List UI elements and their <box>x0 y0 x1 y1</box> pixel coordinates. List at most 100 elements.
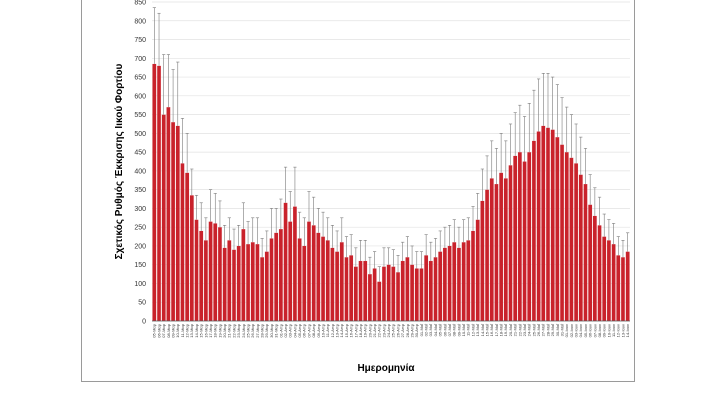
x-tick-label: 19-Μαΐ <box>503 323 508 336</box>
error-bar <box>447 225 452 246</box>
error-bar <box>593 187 597 216</box>
bar <box>456 247 461 322</box>
bar <box>569 157 574 322</box>
error-bar <box>185 133 189 173</box>
bar <box>260 257 265 322</box>
x-tick-label: 24-Μαΐ <box>527 323 532 336</box>
x-tick-label: 08-Απρ <box>311 323 316 337</box>
error-bar <box>405 236 410 258</box>
x-axis-label: Ημερομηνία <box>357 363 415 374</box>
bar <box>583 183 588 322</box>
error-bar <box>223 225 227 248</box>
bar <box>480 200 485 322</box>
bar <box>555 137 560 322</box>
bar <box>297 238 302 322</box>
error-bar <box>462 219 466 243</box>
x-tick-label: 31-Μαρ <box>274 323 279 337</box>
y-tick-label: 100 <box>134 281 146 288</box>
x-tick-label: 18-Μαρ <box>213 323 218 337</box>
x-tick-label: 04-Απρ <box>292 323 297 337</box>
x-tick-label: 26-Απρ <box>395 323 400 337</box>
x-tick-label: 06-Απρ <box>302 323 307 337</box>
x-tick-label: 31-Μαΐ <box>559 323 564 336</box>
x-tick-label: 05-Ιουν <box>583 324 588 337</box>
x-tick-label: 15-Απρ <box>344 323 349 337</box>
x-tick-label: 19-Μαρ <box>217 323 222 337</box>
error-bar <box>626 232 630 252</box>
error-bar <box>452 219 456 243</box>
x-tick-label: 18-Μαΐ <box>499 323 504 336</box>
x-tick-label: 08-Ιουν <box>597 324 602 337</box>
x-tick-label: 17-Μαρ <box>208 323 213 337</box>
x-tick-label: 22-Μαρ <box>231 323 236 337</box>
bar <box>311 225 316 322</box>
x-tick-label: 09-Μαρ <box>170 323 175 337</box>
bar <box>222 247 227 322</box>
bar <box>325 240 330 322</box>
bar <box>536 131 541 322</box>
error-bar <box>415 251 419 269</box>
error-bar <box>583 148 588 185</box>
error-bar <box>237 225 241 246</box>
error-bar <box>372 251 377 269</box>
error-bar <box>499 133 503 173</box>
x-tick-label: 17-Απρ <box>353 323 358 337</box>
x-tick-label: 16-Μαρ <box>203 323 208 337</box>
bar <box>292 206 297 322</box>
bar <box>564 152 569 322</box>
bar <box>611 243 616 322</box>
x-tick-label: 25-Μαρ <box>245 323 250 337</box>
bar <box>531 140 536 322</box>
bar <box>246 243 251 322</box>
bar <box>358 260 363 322</box>
bar <box>283 202 288 322</box>
bar <box>588 204 593 322</box>
x-tick-label: 30-Μαρ <box>269 323 274 337</box>
bar <box>349 255 354 322</box>
x-tick-label: 30-Μαΐ <box>555 323 560 336</box>
error-bar <box>171 69 175 123</box>
error-bar <box>518 104 522 153</box>
bar <box>400 260 405 322</box>
error-bar <box>208 189 213 222</box>
x-tick-label: 10-Μαρ <box>175 323 180 337</box>
y-tick-label: 50 <box>138 300 146 307</box>
x-tick-label: 04-Μαΐ <box>433 323 438 336</box>
bar <box>171 122 176 322</box>
x-tick-label: 12-Απρ <box>330 323 335 337</box>
bar <box>203 240 208 322</box>
bar <box>302 245 307 322</box>
gridlines <box>152 1 630 303</box>
y-tick-label: 200 <box>134 243 146 250</box>
bar <box>264 251 269 322</box>
bar <box>288 221 293 322</box>
error-bar <box>232 228 236 250</box>
error-bar <box>330 225 335 248</box>
error-bar <box>410 245 414 265</box>
x-tick-label: 13-Μαρ <box>189 323 194 337</box>
error-bar <box>265 230 269 252</box>
x-tick-label: 25-Απρ <box>391 323 396 337</box>
error-bar <box>377 266 381 282</box>
error-bar <box>162 54 166 115</box>
bar <box>475 219 480 322</box>
error-bar <box>316 208 320 233</box>
error-bar <box>213 193 217 224</box>
y-tick-label: 350 <box>134 187 146 194</box>
x-tick-label: 11-Ιουν <box>611 324 616 337</box>
bar <box>602 236 607 322</box>
y-tick-label: 750 <box>134 37 146 44</box>
x-tick-label: 20-Μαΐ <box>508 323 513 336</box>
bar <box>152 63 157 322</box>
x-tick-label: 05-Μαΐ <box>438 323 443 336</box>
error-bar <box>152 7 156 64</box>
bar <box>471 230 476 322</box>
x-tick-label: 20-Απρ <box>367 323 372 337</box>
error-bar <box>579 136 583 175</box>
error-bar <box>621 240 625 258</box>
error-bar <box>302 217 306 246</box>
bar <box>269 238 274 322</box>
x-tick-label: 14-Μαρ <box>194 323 199 337</box>
x-tick-label: 03-Ιουν <box>574 324 579 337</box>
error-bar <box>349 234 353 256</box>
